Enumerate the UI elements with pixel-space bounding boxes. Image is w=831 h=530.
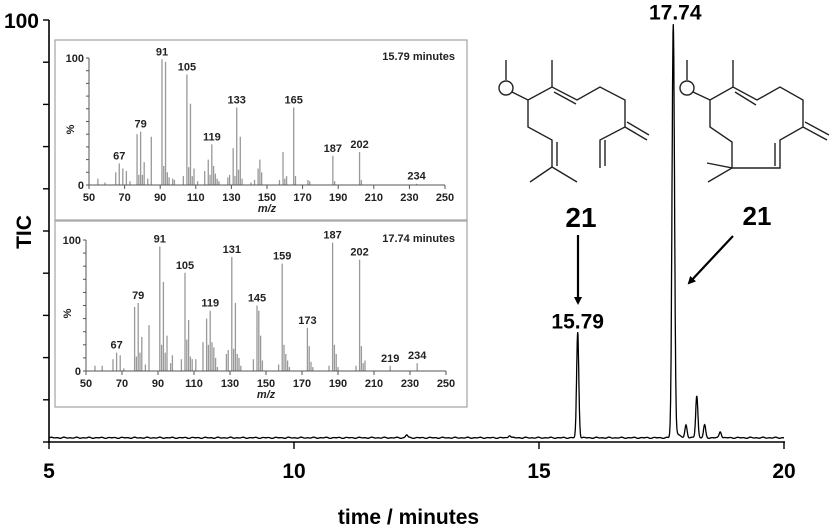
inset-x-axis-label: m/z [257,389,276,401]
ion-mz-label: 105 [178,62,196,74]
y-axis-label: TIC [13,215,36,249]
inset-x-tick-label: 170 [293,192,311,204]
tic-trace [48,24,784,440]
inset-x-tick-label: 70 [118,192,130,204]
inset-y-axis-label: % [65,124,77,134]
inset-x-tick-label: 50 [83,192,95,204]
inset-frame [54,220,468,408]
ion-mz-label: 79 [132,290,144,302]
ion-mz-label: 165 [285,95,303,107]
ion-mz-label: 234 [408,350,427,362]
inset-title: 17.74 minutes [382,233,455,245]
inset-x-tick-label: 230 [401,378,419,390]
y-tick-label: 100 [4,10,39,33]
chemical-structures [498,60,830,183]
inset-x-tick-label: 250 [437,378,455,390]
ion-mz-label: 187 [324,143,342,155]
ion-mz-label: 91 [154,234,166,246]
x-tick-label: 10 [282,460,305,483]
ion-mz-label: 119 [201,298,219,310]
inset-x-tick-label: 110 [185,378,203,390]
peak-label: 17.74 [649,1,702,24]
ion-mz-label: 105 [176,260,194,272]
inset-x-tick-label: 150 [257,378,275,390]
x-axis-label: time / minutes [338,506,479,529]
inset-x-tick-label: 70 [116,378,128,390]
ion-mz-label: 67 [110,340,122,352]
x-tick-label: 20 [772,460,795,483]
ion-mz-label: 219 [381,353,399,365]
inset-x-tick-label: 90 [152,378,164,390]
ion-mz-label: 145 [248,293,266,305]
ion-mz-label: 202 [350,139,368,151]
ion-mz-label: 91 [156,46,168,58]
mass-spectrum-inset-1: 50 70 90 110 130 150 170 190 210 230 250 0 100% m/z 15… [54,39,468,221]
inset-x-tick-label: 90 [154,192,166,204]
inset-x-tick-label: 50 [80,378,92,390]
inset-x-tick-label: 110 [187,192,205,204]
ion-mz-label: 79 [134,119,146,131]
inset-y-axis-label: % [62,308,74,318]
inset-y-tick-label: 0 [75,366,81,378]
inset-x-tick-label: 130 [222,192,240,204]
inset-frame [54,39,468,221]
ion-mz-label: 133 [228,95,246,107]
inset-x-tick-label: 150 [258,192,276,204]
inset-y-tick-label: 100 [63,235,81,247]
structure-21-acyclic-icon [498,60,650,183]
ion-mz-label: 131 [223,244,241,256]
inset-x-tick-label: 250 [436,192,454,204]
peak-label: 15.79 [551,311,604,334]
ion-mz-label: 159 [273,251,291,263]
inset-y-tick-label: 100 [66,53,84,65]
mass-spectrum-inset-2: 50 70 90 110 130 150 170 190 210 230 250 0 100% m/z 17… [54,220,468,408]
inset-x-tick-label: 130 [221,378,239,390]
structure-21-cyclic-icon [679,60,830,183]
ion-mz-label: 202 [350,247,368,259]
inset-x-tick-label: 190 [329,378,347,390]
inset-x-axis-label: m/z [258,203,277,215]
main-plot: 5 10 15 20 100 time / minutes TIC 15.79 17.74 21 2… [4,1,796,529]
inset-title: 15.79 minutes [382,51,455,63]
inset-x-tick-label: 190 [329,192,347,204]
inset-x-tick-label: 170 [293,378,311,390]
inset-x-tick-label: 210 [365,192,383,204]
arrow-to-peak-1774 [687,235,734,285]
inset-x-tick-label: 230 [400,192,418,204]
ion-mz-label: 187 [323,230,341,242]
x-tick-label: 5 [43,460,55,483]
ion-mz-label: 234 [407,171,426,183]
ion-mz-label: 173 [298,315,316,327]
inset-x-tick-label: 210 [365,378,383,390]
ion-mz-label: 67 [113,150,125,162]
compound-label: 21 [565,202,596,233]
inset-y-tick-label: 0 [78,180,84,192]
x-tick-label: 15 [527,460,551,483]
compound-label: 21 [743,201,772,231]
ion-mz-label: 119 [203,131,221,143]
